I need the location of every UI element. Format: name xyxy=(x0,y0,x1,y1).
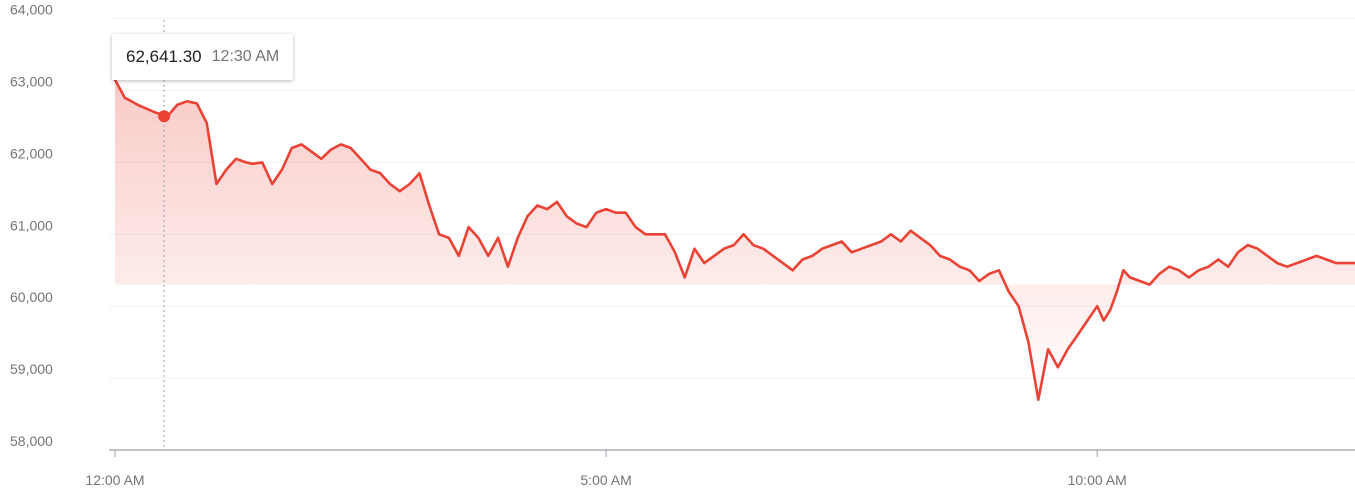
y-tick-label: 61,000 xyxy=(10,217,53,233)
y-tick-label: 62,000 xyxy=(10,145,53,161)
x-tick-label: 10:00 AM xyxy=(1068,472,1127,488)
y-tick-label: 59,000 xyxy=(10,361,53,377)
hover-point[interactable] xyxy=(158,110,171,123)
tooltip-time: 12:30 AM xyxy=(211,48,280,65)
x-tick-label: 5:00 AM xyxy=(580,472,631,488)
y-tick-label: 58,000 xyxy=(10,433,53,449)
y-axis: 64,000 63,000 62,000 61,000 60,000 59,000 58,0… xyxy=(10,2,53,449)
price-area-fill xyxy=(115,79,1355,400)
x-axis: 12:00 AM 5:00 AM 10:00 AM xyxy=(85,450,1127,488)
y-tick-label: 63,000 xyxy=(10,74,53,90)
y-tick-label: 64,000 xyxy=(10,2,53,18)
y-tick-label: 60,000 xyxy=(10,289,53,305)
x-tick-label: 12:00 AM xyxy=(85,472,144,488)
price-line[interactable] xyxy=(113,78,1355,401)
price-tooltip: 62,641.30 12:30 AM xyxy=(112,34,294,80)
tooltip-price-value: 62,641.30 xyxy=(126,47,202,66)
